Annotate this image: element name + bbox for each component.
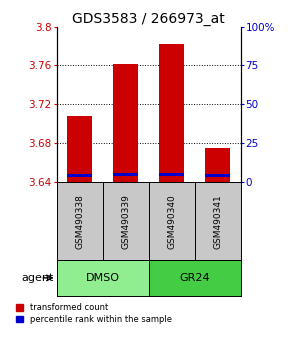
Title: GDS3583 / 266973_at: GDS3583 / 266973_at (72, 12, 225, 25)
Bar (113, 63, 138, 182)
Text: GSM490341: GSM490341 (213, 194, 222, 249)
Text: GSM490339: GSM490339 (121, 194, 130, 249)
Bar (159, 44, 184, 182)
Bar (67, 173, 92, 177)
Bar (113, 173, 138, 177)
Bar (57, 260, 148, 296)
Legend: transformed count, percentile rank within the sample: transformed count, percentile rank withi… (16, 303, 172, 324)
Bar (205, 148, 230, 182)
Bar (67, 116, 92, 182)
Text: DMSO: DMSO (86, 273, 119, 283)
Bar (148, 260, 241, 296)
Text: agent: agent (21, 273, 54, 283)
Text: GSM490338: GSM490338 (75, 194, 84, 249)
Bar (205, 173, 230, 177)
Text: GR24: GR24 (179, 273, 210, 283)
Text: GSM490340: GSM490340 (167, 194, 176, 249)
Bar (159, 173, 184, 177)
